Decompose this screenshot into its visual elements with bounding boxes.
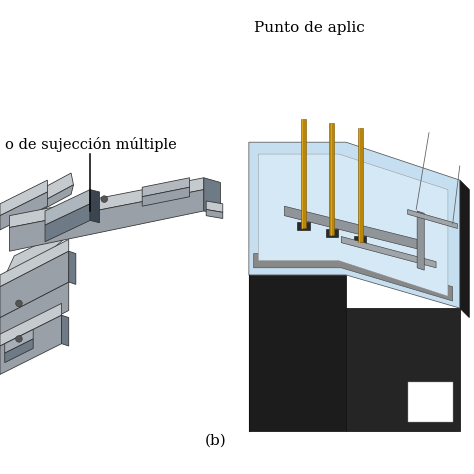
- Polygon shape: [0, 239, 69, 287]
- Polygon shape: [0, 220, 85, 287]
- Polygon shape: [142, 187, 190, 206]
- Polygon shape: [460, 180, 469, 318]
- Polygon shape: [0, 303, 62, 346]
- Polygon shape: [9, 173, 73, 218]
- Polygon shape: [0, 315, 62, 374]
- Polygon shape: [0, 192, 47, 230]
- Polygon shape: [206, 201, 223, 212]
- Polygon shape: [69, 251, 76, 284]
- Polygon shape: [90, 190, 100, 223]
- Circle shape: [16, 300, 22, 307]
- Polygon shape: [0, 282, 69, 346]
- Polygon shape: [45, 190, 90, 225]
- Polygon shape: [329, 123, 334, 235]
- Polygon shape: [0, 270, 69, 318]
- Text: o de sujección múltiple: o de sujección múltiple: [5, 137, 176, 152]
- Polygon shape: [0, 251, 69, 318]
- Polygon shape: [5, 329, 33, 353]
- Text: (b): (b): [205, 434, 227, 448]
- Polygon shape: [326, 229, 338, 237]
- Polygon shape: [142, 178, 190, 197]
- Polygon shape: [206, 210, 223, 219]
- Polygon shape: [341, 237, 436, 268]
- Polygon shape: [9, 190, 204, 251]
- Polygon shape: [408, 382, 453, 422]
- Polygon shape: [204, 178, 220, 216]
- Polygon shape: [358, 128, 363, 242]
- Polygon shape: [354, 236, 366, 244]
- Polygon shape: [346, 308, 460, 431]
- Polygon shape: [9, 178, 204, 228]
- Polygon shape: [62, 315, 69, 346]
- Polygon shape: [0, 180, 47, 216]
- Polygon shape: [301, 118, 306, 228]
- Polygon shape: [297, 222, 310, 230]
- Circle shape: [101, 196, 108, 202]
- Polygon shape: [258, 154, 448, 296]
- Circle shape: [16, 336, 22, 342]
- Polygon shape: [254, 254, 453, 301]
- Text: Punto de aplic: Punto de aplic: [254, 21, 365, 36]
- Polygon shape: [408, 210, 457, 228]
- Polygon shape: [249, 142, 460, 308]
- Polygon shape: [417, 211, 424, 270]
- Polygon shape: [249, 275, 346, 431]
- Polygon shape: [5, 339, 33, 363]
- Polygon shape: [284, 206, 417, 249]
- Polygon shape: [9, 185, 73, 228]
- Polygon shape: [45, 204, 90, 242]
